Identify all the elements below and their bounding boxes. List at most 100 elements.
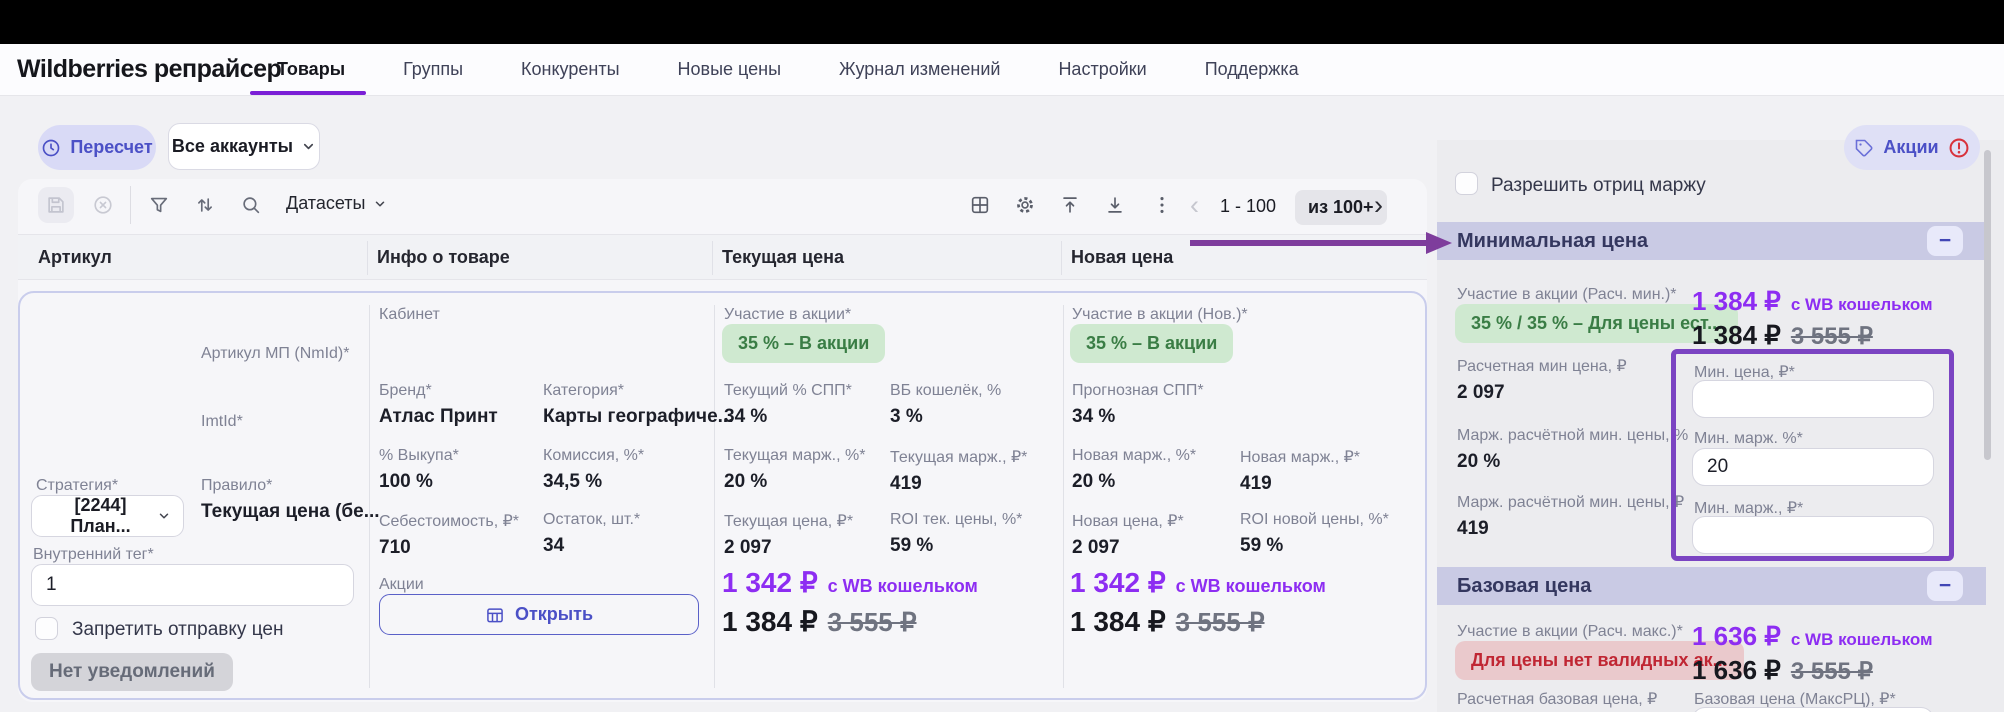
column-header-info[interactable]: Инфо о товаре bbox=[377, 247, 510, 267]
commission-label: Комиссия, %* bbox=[543, 447, 645, 464]
min-participation-badge: 35 % / 35 % – Для цены ест... bbox=[1455, 304, 1739, 343]
internal-tag-input[interactable] bbox=[31, 564, 354, 606]
import-button[interactable] bbox=[1104, 194, 1126, 216]
imtid-label: ImtId* bbox=[201, 413, 243, 430]
cancel-button[interactable] bbox=[92, 194, 114, 216]
current-wallet-price-line: 1 342 ₽ с WB кошельком bbox=[722, 566, 978, 599]
base-calc-price-label: Расчетная базовая цена, ₽ bbox=[1457, 691, 1658, 708]
min-price-input[interactable] bbox=[1692, 380, 1934, 418]
new-spp-value: 34 % bbox=[1072, 406, 1116, 427]
more-button[interactable] bbox=[1151, 194, 1173, 216]
current-final-price-line: 1 384 ₽ 3 555 ₽ bbox=[722, 605, 917, 638]
current-margin-rub-label: Текущая марж., ₽* bbox=[890, 449, 1028, 466]
funnel-icon bbox=[148, 194, 170, 216]
current-wallet-note: с WB кошельком bbox=[827, 576, 978, 596]
columns-button[interactable] bbox=[969, 194, 991, 216]
min-calc-price-label: Расчетная мин цена, ₽ bbox=[1457, 358, 1627, 375]
promos-section-label: Акции bbox=[379, 576, 424, 593]
nav-tab-groups[interactable]: Группы bbox=[403, 59, 464, 79]
current-price-value: 2 097 bbox=[724, 537, 772, 558]
commission-field: Комиссия, %* 34,5 % bbox=[543, 447, 644, 493]
column-header-new-price[interactable]: Новая цена bbox=[1071, 247, 1174, 267]
current-spp-value: 34 % bbox=[724, 406, 768, 427]
current-spp-label: Текущий % СПП* bbox=[724, 382, 852, 399]
recalc-button[interactable]: Пересчет bbox=[38, 125, 156, 170]
nav-tab-competitors[interactable]: Конкуренты bbox=[521, 59, 620, 79]
prev-page-button[interactable]: ‹ bbox=[1190, 190, 1199, 220]
forbid-prices-checkbox[interactable] bbox=[35, 617, 58, 640]
min-price-section-header[interactable]: Минимальная цена bbox=[1437, 222, 1986, 260]
buyout-label: % Выкупа* bbox=[379, 447, 459, 464]
datasets-dropdown[interactable]: Датасеты bbox=[286, 193, 387, 214]
min-margin-pct-input[interactable] bbox=[1692, 448, 1934, 486]
tag-icon bbox=[1854, 138, 1874, 158]
new-margin-pct-label: Новая марж., %* bbox=[1072, 447, 1197, 464]
stock-label: Остаток, шт.* bbox=[543, 511, 641, 528]
current-old-price: 3 555 ₽ bbox=[827, 607, 917, 637]
new-margin-pct-value: 20 % bbox=[1072, 471, 1116, 492]
new-participation-badge: 35 % – В акции bbox=[1070, 324, 1234, 363]
min-wallet-price-line: 1 384 ₽ с WB кошельком bbox=[1692, 286, 1933, 317]
promos-label: Акции bbox=[1883, 137, 1939, 157]
allow-negative-margin-checkbox[interactable] bbox=[1455, 172, 1478, 195]
promos-open-button[interactable]: Открыть bbox=[379, 594, 699, 635]
export-button[interactable] bbox=[1059, 194, 1081, 216]
upload-icon bbox=[1059, 194, 1081, 216]
column-divider bbox=[367, 241, 368, 275]
accounts-dropdown[interactable]: Все аккаунты bbox=[168, 123, 320, 170]
new-final-price-line: 1 384 ₽ 3 555 ₽ bbox=[1070, 605, 1265, 638]
min-margin-pct-input-label: Мин. марж. %* bbox=[1694, 430, 1803, 447]
grid-icon bbox=[969, 194, 991, 216]
column-header-current-price[interactable]: Текущая цена bbox=[722, 247, 845, 267]
filter-button[interactable] bbox=[148, 194, 170, 216]
new-price-label: Новая цена, ₽* bbox=[1072, 513, 1184, 530]
current-roi-field: ROI тек. цены, %* 59 % bbox=[890, 511, 1022, 557]
base-wallet-price-line: 1 636 ₽ с WB кошельком bbox=[1692, 621, 1933, 652]
new-spp-label: Прогнозная СПП* bbox=[1072, 382, 1204, 399]
current-margin-rub-field: Текущая марж., ₽* 419 bbox=[890, 447, 1027, 495]
base-price-input[interactable] bbox=[1692, 707, 1934, 712]
min-margin-rub-input[interactable] bbox=[1692, 516, 1934, 554]
nav-tab-settings[interactable]: Настройки bbox=[1058, 59, 1147, 79]
new-roi-field: ROI новой цены, %* 59 % bbox=[1240, 511, 1389, 557]
strategy-select[interactable]: [2244] План... bbox=[31, 495, 184, 537]
settings-button[interactable] bbox=[1014, 194, 1036, 216]
buyout-field: % Выкупа* 100 % bbox=[379, 447, 459, 493]
nav-tab-products[interactable]: Товары bbox=[277, 59, 346, 79]
nav-tab-change-log[interactable]: Журнал изменений bbox=[839, 59, 1001, 79]
table-header: Артикул Инфо о товаре Текущая цена Новая… bbox=[18, 234, 1427, 280]
base-price-section-header[interactable]: Базовая цена bbox=[1437, 567, 1986, 605]
base-price-collapse-button[interactable]: − bbox=[1927, 571, 1963, 601]
chevron-down-icon bbox=[301, 139, 316, 154]
strategy-label: Стратегия* bbox=[36, 477, 119, 494]
promos-button[interactable]: Акции bbox=[1844, 125, 1980, 170]
next-page-button[interactable]: › bbox=[1374, 190, 1383, 220]
current-roi-value: 59 % bbox=[890, 535, 934, 556]
no-notifications-badge: Нет уведомлений bbox=[31, 653, 233, 691]
forbid-prices-label: Запретить отправку цен bbox=[72, 619, 284, 640]
min-old-price: 3 555 ₽ bbox=[1790, 323, 1873, 350]
min-price-input-label: Мин. цена, ₽* bbox=[1694, 364, 1795, 381]
column-header-articul[interactable]: Артикул bbox=[38, 247, 112, 267]
nav-tab-support[interactable]: Поддержка bbox=[1204, 59, 1299, 79]
current-price-label: Текущая цена, ₽* bbox=[724, 513, 854, 530]
base-price-section-title: Базовая цена bbox=[1457, 574, 1592, 597]
buyout-value: 100 % bbox=[379, 471, 433, 492]
nav-tab-new-prices[interactable]: Новые цены bbox=[677, 59, 782, 79]
new-price-field: Новая цена, ₽* 2 097 bbox=[1072, 511, 1184, 559]
new-wallet-price: 1 342 ₽ bbox=[1070, 567, 1166, 598]
min-price-collapse-button[interactable]: − bbox=[1927, 226, 1963, 256]
min-final-price-line: 1 384 ₽ 3 555 ₽ bbox=[1692, 320, 1873, 351]
min-final-price: 1 384 ₽ bbox=[1692, 320, 1781, 350]
floppy-icon bbox=[45, 194, 67, 216]
pagination-total-badge: из 100+ bbox=[1295, 190, 1387, 225]
sort-button[interactable] bbox=[194, 194, 216, 216]
search-button[interactable] bbox=[240, 194, 262, 216]
base-final-price-line: 1 636 ₽ 3 555 ₽ bbox=[1692, 655, 1873, 686]
wb-wallet-field: ВБ кошелёк, % 3 % bbox=[890, 382, 1001, 428]
save-button[interactable] bbox=[38, 187, 74, 223]
min-margin-calc-pct-value: 20 % bbox=[1457, 451, 1501, 472]
chevron-down-icon bbox=[373, 197, 387, 211]
min-wallet-note: с WB кошельком bbox=[1790, 295, 1933, 314]
panel-scrollbar[interactable] bbox=[1984, 150, 1991, 460]
